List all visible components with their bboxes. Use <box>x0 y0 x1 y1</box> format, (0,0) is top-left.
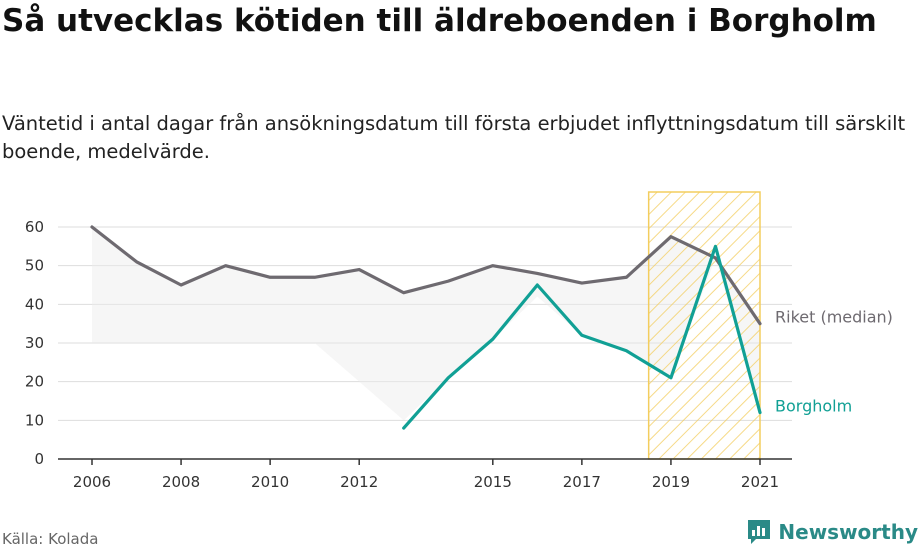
x-tick-label: 2015 <box>474 473 512 491</box>
source-note: Källa: Kolada <box>2 530 99 548</box>
brand-name: Newsworthy <box>778 520 918 544</box>
x-tick-label: 2010 <box>251 473 289 491</box>
y-tick-label: 10 <box>25 411 44 429</box>
series-line-0 <box>90 225 762 326</box>
x-tick-label: 2017 <box>563 473 601 491</box>
newsworthy-logo-icon <box>748 520 771 544</box>
y-tick-label: 40 <box>25 295 44 313</box>
series-line-1 <box>402 244 762 430</box>
x-tick-label: 2006 <box>73 473 111 491</box>
y-tick-label: 30 <box>25 334 44 352</box>
y-tick-label: 50 <box>25 257 44 275</box>
y-tick-label: 60 <box>25 218 44 236</box>
series-label-1: Borgholm <box>775 397 852 416</box>
chart-subtitle: Väntetid i antal dagar från ansökningsda… <box>2 112 906 163</box>
x-tick-label: 2012 <box>340 473 378 491</box>
series-label-0: Riket (median) <box>775 308 893 327</box>
y-tick-label: 0 <box>34 450 44 468</box>
y-tick-label: 20 <box>25 373 44 391</box>
x-axis: 2006 2008 2010 2012 2015 2017 2019 2021 <box>58 458 792 491</box>
x-tick-label: 2019 <box>652 473 690 491</box>
brand-logo: Newsworthy <box>746 518 918 546</box>
series-labels: Riket (median) Borgholm <box>775 308 893 416</box>
x-tick-label: 2008 <box>162 473 200 491</box>
highlight-period <box>647 191 761 460</box>
y-axis: 0 10 20 30 40 50 60 <box>25 218 44 468</box>
x-tick-label: 2021 <box>741 473 779 491</box>
highlight-region <box>647 191 761 460</box>
series-lines <box>90 225 762 430</box>
chart-title: Så utvecklas kötiden till äldreboenden i… <box>2 3 877 39</box>
